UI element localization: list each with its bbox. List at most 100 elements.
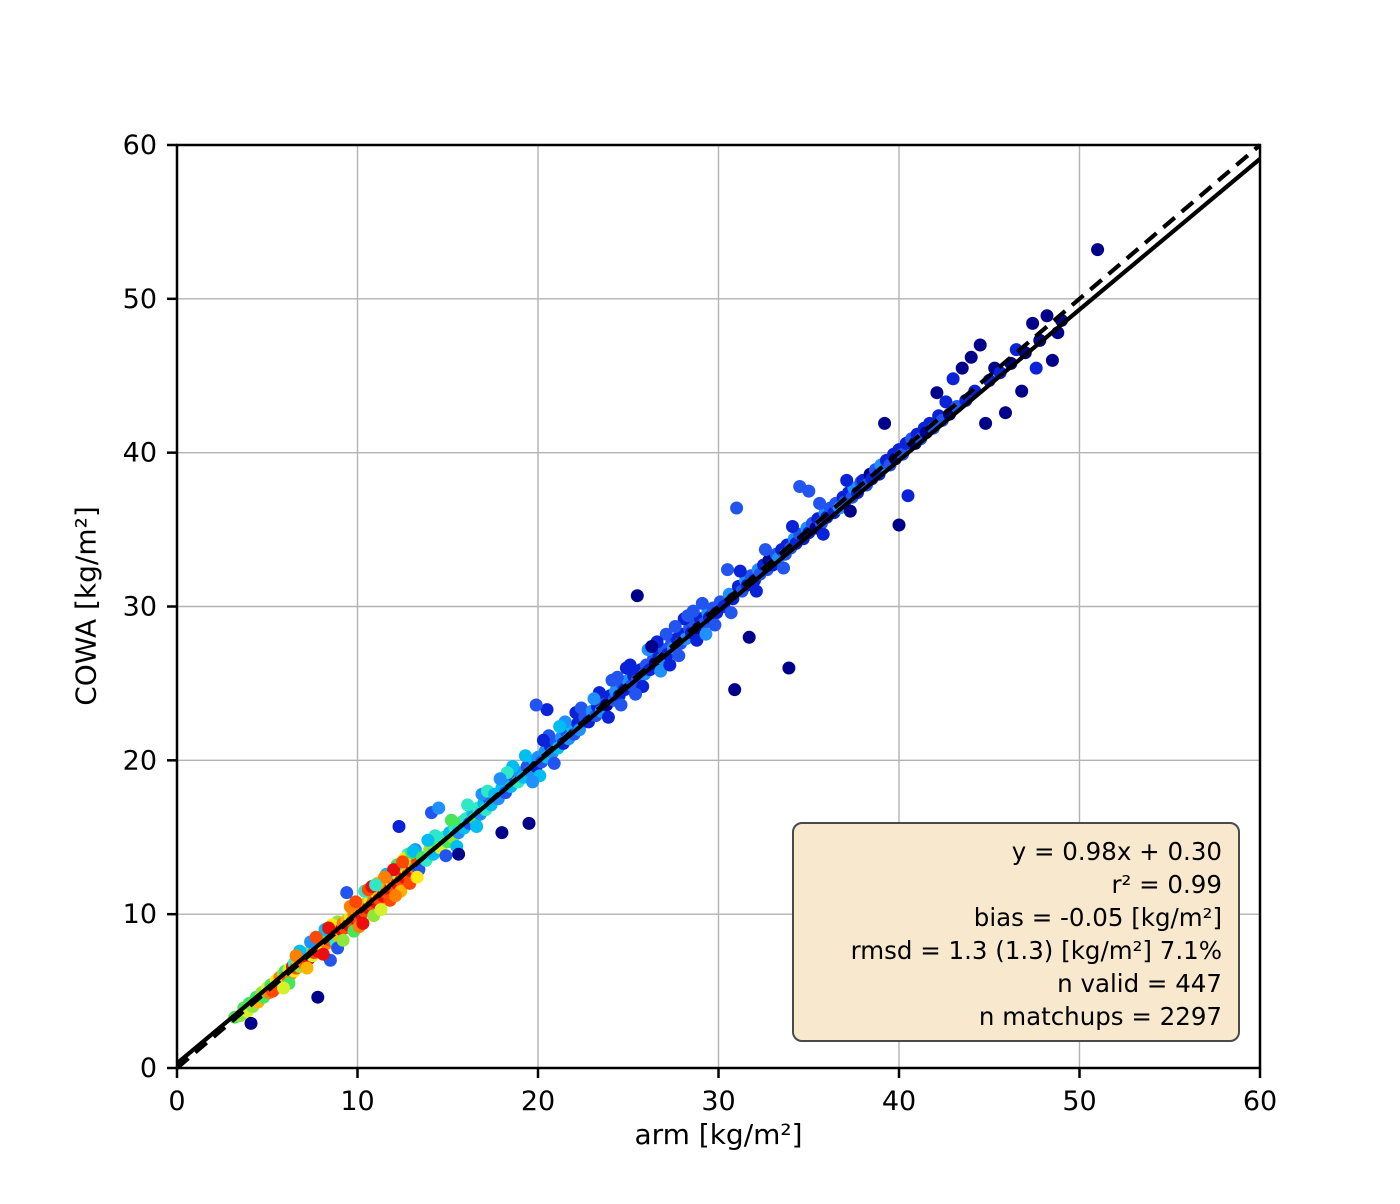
data-point [672,649,686,663]
reference-lines [175,143,1262,1070]
x-tick-label: 10 [340,1086,374,1117]
stats-box: y = 0.98x + 0.30 r² = 0.99 bias = -0.05 … [792,822,1240,1042]
y-tick-label: 20 [123,745,157,776]
data-point [730,501,744,515]
data-point [518,749,532,763]
data-point [378,870,392,884]
fit-line [175,157,1262,1065]
x-tick-label: 0 [168,1086,185,1117]
data-point [892,518,906,532]
data-point [432,801,446,815]
data-point [699,627,713,641]
data-point [724,606,738,620]
data-point [708,618,722,632]
data-point [374,903,388,917]
data-point [522,816,536,830]
data-point [930,386,944,400]
data-point [681,609,695,623]
data-point [495,826,509,840]
data-point [493,772,507,786]
data-point [1040,309,1054,323]
data-point [540,703,554,717]
data-point [387,863,401,877]
x-tick-label: 30 [701,1086,735,1117]
y-tick-label: 50 [123,284,157,315]
data-point [444,813,458,827]
identity-line [175,143,1262,1070]
data-point [659,627,673,641]
x-tick-label: 60 [1243,1086,1277,1117]
data-point [777,561,790,575]
data-point [1045,353,1059,367]
data-point [979,416,993,430]
stats-line-r-squared: r² = 0.99 [1111,870,1222,899]
data-point [721,563,734,577]
data-point [529,698,543,712]
data-point [629,687,642,701]
data-point [843,504,857,518]
data-point [668,620,682,633]
data-point [999,406,1012,420]
data-point [396,855,410,869]
data-point [663,658,677,672]
data-point [645,640,659,653]
data-point [470,820,484,833]
data-point [742,630,756,644]
data-point [526,775,540,789]
data-point [322,921,336,935]
data-point [878,416,892,430]
data-point [601,710,615,724]
data-point [782,661,796,675]
data-point [452,847,466,861]
data-point [553,720,567,733]
data-point [336,933,350,947]
x-axis-label: arm [kg/m²] [634,1118,803,1151]
stats-line-n-valid: n valid = 447 [1057,969,1222,998]
data-point [410,870,424,884]
data-point [690,633,704,647]
data-point [300,961,314,975]
y-tick-label: 10 [123,899,157,930]
data-point [813,496,827,510]
data-point [349,895,363,909]
data-point [939,395,953,409]
data-point [786,520,799,533]
data-point [1015,384,1029,398]
stats-line-rmsd: rmsd = 1.3 (1.3) [kg/m²] 7.1% [850,936,1222,965]
data-point [369,878,383,892]
data-point [816,527,830,541]
data-point [630,589,644,603]
data-point [964,350,978,364]
data-point [439,849,453,863]
data-point [946,372,960,386]
data-point [614,698,628,712]
data-point [392,820,406,833]
data-point [311,990,325,1004]
data-point [421,833,435,847]
data-point [654,664,668,678]
y-tick-label: 60 [123,130,157,161]
data-point [733,564,747,578]
data-point [610,670,624,684]
data-point [356,916,370,930]
y-tick-label: 30 [123,592,157,623]
data-point [461,798,475,812]
data-point [1029,361,1043,375]
data-point [309,930,323,944]
data-point [901,489,915,503]
data-point [955,361,969,375]
data-point [340,886,354,900]
data-point [758,543,772,557]
data-point [316,947,330,961]
data-point [536,733,550,747]
x-tick-label: 50 [1062,1086,1096,1117]
data-point [587,692,601,706]
y-tick-label: 0 [140,1053,157,1084]
data-point [547,756,561,770]
data-point [1091,243,1105,257]
data-point [244,1016,258,1030]
data-point [802,484,816,498]
stats-line-bias: bias = -0.05 [kg/m²] [973,903,1222,932]
